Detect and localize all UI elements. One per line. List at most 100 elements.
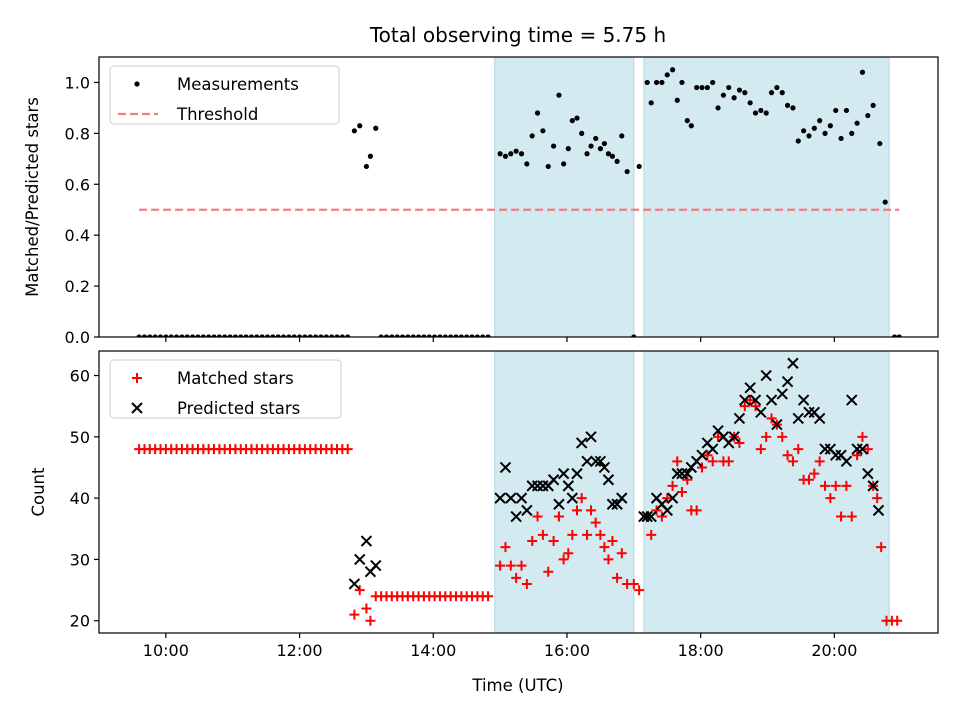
measurement-point <box>631 334 637 337</box>
matched-star-point <box>586 505 597 516</box>
measurement-point <box>806 133 812 139</box>
legend-label: Measurements <box>177 75 299 94</box>
matched-star-point <box>825 493 836 504</box>
measurement-point <box>679 79 685 86</box>
matched-star-point <box>707 456 718 467</box>
matched-star-point <box>745 395 756 406</box>
measurement-point <box>189 334 196 337</box>
predicted-star-point <box>846 394 858 406</box>
predicted-star-point <box>360 535 373 547</box>
matched-star-point <box>532 511 543 522</box>
measurement-point <box>329 334 335 337</box>
predicted-star-point <box>594 455 607 468</box>
matched-star-point <box>852 450 863 461</box>
predicted-star-point <box>370 559 382 572</box>
matched-star-point <box>697 462 708 473</box>
measurement-point <box>421 334 427 337</box>
matched-star-point <box>505 560 516 571</box>
measurement-point <box>817 118 823 124</box>
data-layer <box>136 67 902 337</box>
measurement-point <box>838 135 844 142</box>
measurement-point <box>206 334 212 337</box>
predicted-star-point <box>733 412 746 425</box>
measurement-point <box>768 90 775 96</box>
measurement-point <box>163 334 169 337</box>
predicted-star-point <box>354 553 366 566</box>
measurement-point <box>540 128 546 134</box>
measurement-point <box>545 163 551 170</box>
measurement-point <box>437 334 443 337</box>
observing-window <box>643 56 890 338</box>
measurement-point <box>688 123 694 129</box>
predicted-star-point <box>598 461 611 474</box>
matched-star-point <box>527 536 538 547</box>
matched-star-point <box>836 511 847 522</box>
matched-star-point <box>809 468 820 479</box>
measurement-point <box>323 334 329 337</box>
measurement-point <box>357 123 363 129</box>
matched-star-point <box>755 444 766 455</box>
predicted-star-point <box>749 394 762 406</box>
predicted-star-point <box>575 437 588 449</box>
matched-star-point <box>830 480 841 491</box>
axes-frame <box>98 350 939 634</box>
measurement-point <box>318 334 324 337</box>
matched-star-point <box>777 431 788 442</box>
x-tick-label: 14:00 <box>410 641 456 660</box>
measurement-point <box>720 92 727 98</box>
measurement-point <box>243 334 249 337</box>
matched-star-point <box>599 542 610 553</box>
matched-star-point <box>676 487 687 497</box>
predicted-star-point <box>562 480 575 492</box>
predicted-star-point <box>661 504 673 517</box>
predicted-star-point <box>645 510 657 523</box>
predicted-star-point <box>872 504 885 517</box>
measurement-point <box>790 105 796 111</box>
measurement-point <box>664 72 670 78</box>
measurement-point <box>801 128 807 134</box>
matched-star-point <box>862 444 873 455</box>
measurement-point <box>399 334 406 337</box>
measurement-point <box>699 84 705 91</box>
matched-star-point <box>558 554 569 565</box>
matched-star-point <box>634 585 645 596</box>
ratio-panel: 0.0 0.2 0.4 0.6 0.8 1.0 Matched/Predicted star… <box>23 56 939 347</box>
predicted-star-point <box>776 388 788 400</box>
matched-star-point <box>511 572 522 583</box>
predicted-star-point <box>739 394 751 406</box>
predicted-star-point <box>611 498 623 510</box>
matched-star-point <box>750 401 761 412</box>
predicted-star-point <box>681 467 694 480</box>
legend-x-marker <box>131 402 143 414</box>
measurement-point <box>280 334 287 337</box>
predicted-star-point <box>606 498 619 510</box>
measurement-point <box>383 334 390 337</box>
predicted-star-point <box>771 418 783 431</box>
measurement-point <box>248 334 255 337</box>
predicted-star-point <box>602 474 615 486</box>
matched-star-point <box>612 572 623 583</box>
measurement-point <box>334 334 340 337</box>
measurement-point <box>569 118 575 124</box>
y-tick-label: 30 <box>70 550 90 569</box>
measurement-point <box>736 87 743 93</box>
measurement-point <box>426 334 432 337</box>
measurement-point <box>648 100 654 106</box>
measurement-point <box>254 334 260 337</box>
measurement-point <box>653 79 660 86</box>
measurement-point <box>200 334 206 337</box>
predicted-star-point <box>765 394 778 406</box>
predicted-star-point <box>553 498 565 510</box>
measurement-point <box>136 334 142 337</box>
measurement-point <box>367 153 374 159</box>
measurement-point <box>588 143 594 149</box>
measurement-point <box>870 102 876 108</box>
measurement-point <box>659 79 665 86</box>
measurement-point <box>453 334 459 337</box>
predicted-star-point <box>510 510 522 523</box>
measurement-point <box>561 161 567 167</box>
x-tick-label: 20:00 <box>811 641 857 660</box>
predicted-star-point <box>728 431 740 443</box>
measurement-point <box>141 334 148 337</box>
matched-star-point <box>787 456 798 467</box>
